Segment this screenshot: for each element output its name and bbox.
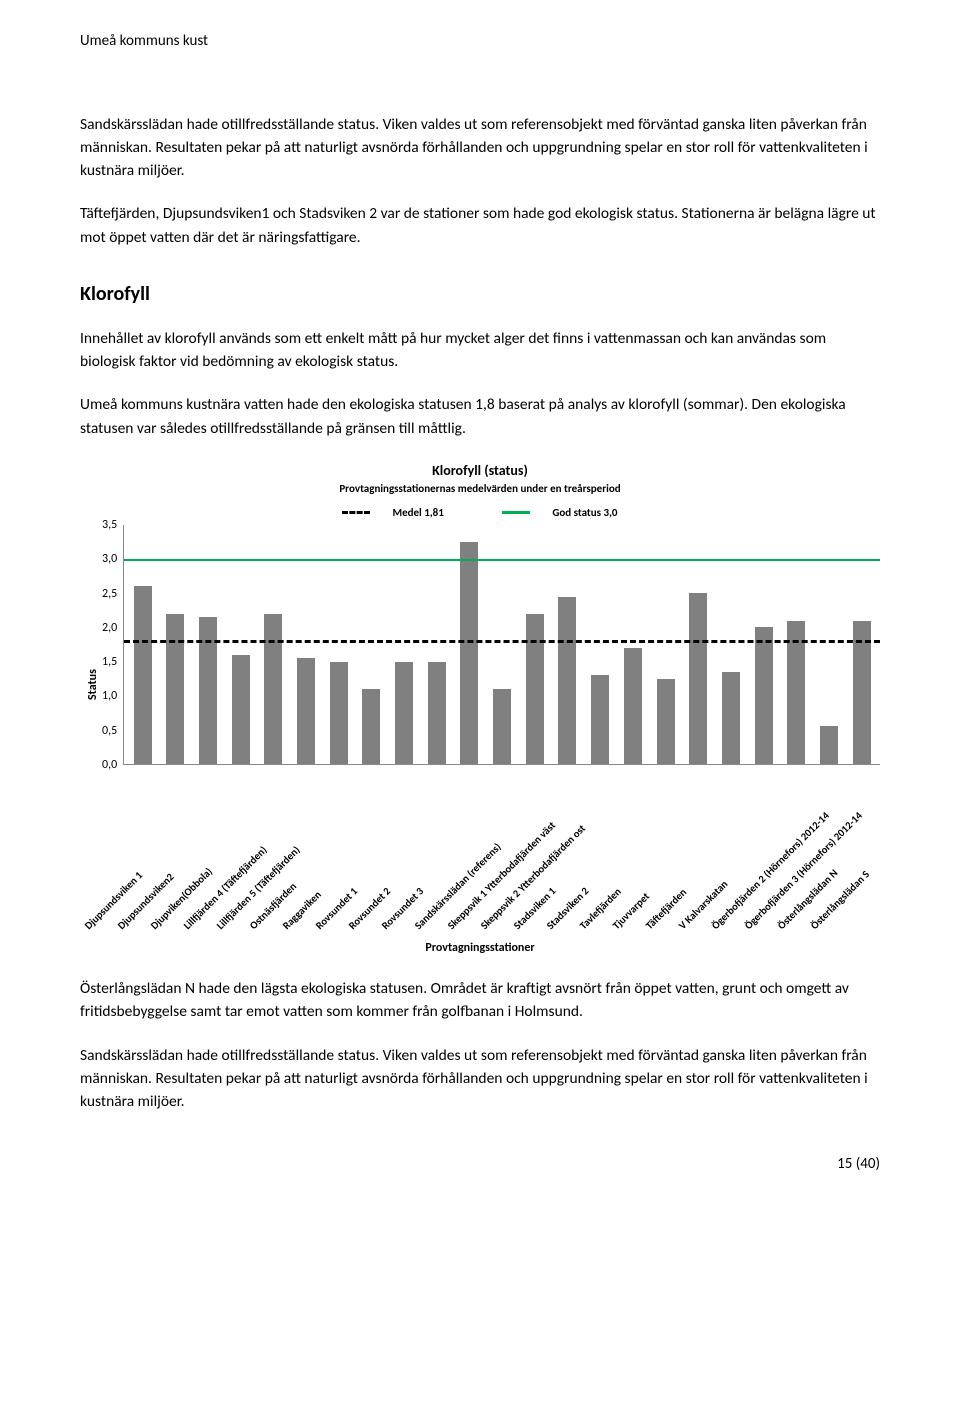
bar-9 [428, 662, 446, 764]
bar-14 [591, 675, 609, 764]
medel-line [124, 640, 880, 643]
bar-13 [558, 597, 576, 764]
legend-medel: Medel 1,81 [328, 505, 457, 522]
bar-16 [657, 679, 675, 764]
chart-plot-area [123, 525, 880, 765]
paragraph-6: Sandskärsslädan hade otillfredsställande… [80, 1044, 880, 1114]
bar-7 [362, 689, 380, 764]
bar-2 [199, 617, 217, 764]
paragraph-4: Umeå kommuns kustnära vatten hade den ek… [80, 393, 880, 440]
good-status-line [124, 559, 880, 561]
bar-5 [297, 658, 315, 764]
bar-18 [722, 672, 740, 764]
bar-4 [264, 614, 282, 764]
dash-icon [342, 511, 370, 514]
y-axis-ticks: 3,53,02,52,01,51,00,50,0 [102, 525, 123, 765]
page-header: Umeå kommuns kust [80, 30, 880, 53]
legend-god-label: God status 3,0 [552, 505, 617, 522]
klorofyll-chart: Klorofyll (status) Provtagningsstationer… [80, 460, 880, 957]
paragraph-2: Täftefjärden, Djupsundsviken1 och Stadsv… [80, 202, 880, 249]
bar-1 [166, 614, 184, 764]
paragraph-1: Sandskärsslädan hade otillfredsställande… [80, 113, 880, 183]
bar-19 [755, 627, 773, 764]
x-axis-title: Provtagningsstationer [80, 939, 880, 957]
x-axis-labels: Djupsundsviken 1Djupsundsviken2Djupviken… [80, 809, 880, 949]
bar-15 [624, 648, 642, 764]
bar-8 [395, 662, 413, 764]
bar-0 [134, 586, 152, 764]
bar-12 [526, 614, 544, 764]
paragraph-3: Innehållet av klorofyll används som ett … [80, 327, 880, 374]
chart-legend: Medel 1,81 God status 3,0 [80, 503, 880, 521]
legend-medel-label: Medel 1,81 [392, 505, 443, 522]
chart-subtitle: Provtagningsstationernas medelvärden und… [80, 481, 880, 498]
bar-17 [689, 593, 707, 764]
line-icon [502, 511, 530, 514]
bar-11 [493, 689, 511, 764]
bar-6 [330, 662, 348, 764]
legend-god: God status 3,0 [488, 505, 631, 522]
bar-3 [232, 655, 250, 764]
bar-21 [820, 726, 838, 764]
y-axis-label: Status [80, 525, 102, 805]
bar-10 [460, 542, 478, 764]
page-number: 15 (40) [80, 1153, 880, 1176]
section-heading-klorofyll: Klorofyll [80, 279, 880, 309]
chart-title: Klorofyll (status) [80, 460, 880, 481]
paragraph-5: Österlångslädan N hade den lägsta ekolog… [80, 977, 880, 1024]
